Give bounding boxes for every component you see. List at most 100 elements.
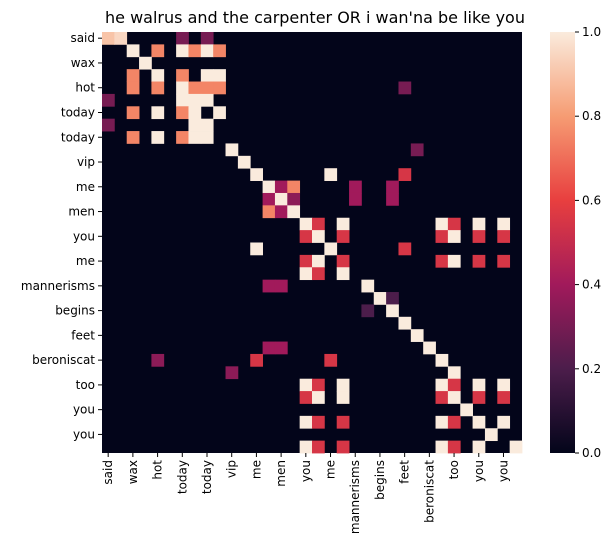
heatmap-cell (176, 32, 189, 45)
heatmap-cell (213, 106, 226, 120)
heatmap-cell (287, 205, 301, 219)
heatmap-cell (299, 415, 313, 429)
heatmap-cell (274, 341, 288, 355)
y-tick-label: you (73, 403, 95, 417)
x-tick-label: vip (225, 460, 239, 478)
x-tick-label: you (496, 460, 510, 482)
heatmap-cell (398, 316, 412, 330)
heatmap-cell (460, 403, 473, 417)
heatmap-cell (299, 217, 313, 231)
heatmap-cell (312, 415, 325, 429)
heatmap-cell (447, 440, 461, 454)
heatmap-cell (410, 329, 424, 342)
heatmap-cell (274, 279, 288, 293)
heatmap-cell (126, 106, 140, 120)
heatmap-cell (312, 440, 325, 454)
heatmap-cells (102, 32, 523, 454)
x-tick-label: me (249, 460, 263, 479)
heatmap-cell (361, 304, 375, 318)
heatmap-cell (484, 428, 498, 442)
heatmap-cell (447, 391, 461, 404)
chart-title: he walrus and the carpenter OR i wan'na … (105, 8, 525, 27)
heatmap-cell (151, 353, 165, 367)
heatmap-cell (336, 230, 350, 243)
heatmap-cell (435, 378, 449, 392)
heatmap-cell (250, 168, 263, 181)
x-tick-label: too (447, 460, 461, 479)
heatmap-cell (299, 267, 313, 281)
x-tick-label: mannerisms (348, 460, 362, 534)
heatmap-cell (188, 106, 202, 120)
heatmap-cell (176, 81, 189, 95)
heatmap-cell (188, 118, 202, 132)
heatmap-cell (336, 440, 350, 454)
heatmap-cell (386, 180, 399, 194)
heatmap-cell (336, 415, 350, 429)
y-tick-label: wax (71, 56, 95, 70)
heatmap-cell (373, 292, 387, 305)
heatmap-cell (324, 242, 338, 256)
x-axis: said wax hot today today vip me men you me manneri… (101, 453, 510, 534)
heatmap-cell (114, 32, 128, 45)
heatmap-cell (126, 81, 140, 95)
heatmap-cell (237, 155, 251, 169)
heatmap-cell (274, 205, 288, 219)
heatmap-cell (472, 440, 486, 454)
heatmap-cell (299, 440, 313, 454)
heatmap-cell (497, 391, 511, 404)
heatmap-cell (176, 106, 189, 120)
heatmap-cell (262, 279, 276, 293)
heatmap-cell (336, 267, 350, 281)
heatmap-cell (126, 44, 140, 58)
heatmap-cell (398, 168, 412, 181)
heatmap-cell (336, 217, 350, 231)
heatmap-cell (349, 192, 362, 206)
heatmap-cell (312, 254, 325, 268)
heatmap-cell (287, 192, 301, 206)
x-tick-label: me (324, 460, 338, 479)
heatmap-cell (497, 415, 511, 429)
heatmap-cell (213, 44, 226, 58)
heatmap-cell (497, 217, 511, 231)
heatmap-cell (497, 378, 511, 392)
heatmap-cell (435, 217, 449, 231)
heatmap-cell (398, 81, 412, 95)
heatmap-cell (312, 217, 325, 231)
x-tick-label: today (175, 460, 189, 494)
x-tick-label: feet (398, 460, 412, 484)
colorbar-tick-label: 0.8 (582, 109, 601, 123)
x-tick-label: beroniscat (422, 460, 436, 523)
heatmap-cell (472, 217, 486, 231)
heatmap-cell (447, 378, 461, 392)
x-tick-label: you (299, 460, 313, 482)
heatmap-cell (447, 415, 461, 429)
heatmap-cell (200, 44, 214, 58)
heatmap-cell (176, 69, 189, 82)
heatmap-cell (176, 131, 189, 144)
heatmap-cell (225, 143, 239, 157)
heatmap-cell (250, 353, 263, 367)
heatmap-cell (200, 32, 214, 45)
heatmap-cell (472, 391, 486, 404)
heatmap-cell (312, 391, 325, 404)
heatmap-cell (410, 143, 424, 157)
heatmap-cell (188, 93, 202, 107)
y-tick-label: feet (71, 328, 95, 342)
y-tick-label: vip (77, 155, 95, 169)
y-tick-label: begins (55, 304, 95, 318)
heatmap-cell (151, 44, 165, 58)
heatmap-cell (386, 192, 399, 206)
heatmap-cell (299, 230, 313, 243)
y-tick-label: you (73, 229, 95, 243)
colorbar-axis: 0.0 0.2 0.4 0.6 0.8 1.0 (575, 25, 601, 460)
heatmap-cell (497, 230, 511, 243)
x-tick-label: today (200, 460, 214, 494)
heatmap-cell (386, 292, 399, 305)
heatmap-cell (423, 341, 436, 355)
heatmap-cell (262, 180, 276, 194)
heatmap-cell (435, 440, 449, 454)
heatmap-cell (435, 254, 449, 268)
heatmap-cell (188, 131, 202, 144)
heatmap-cell (213, 69, 226, 82)
heatmap-cell (139, 56, 152, 70)
